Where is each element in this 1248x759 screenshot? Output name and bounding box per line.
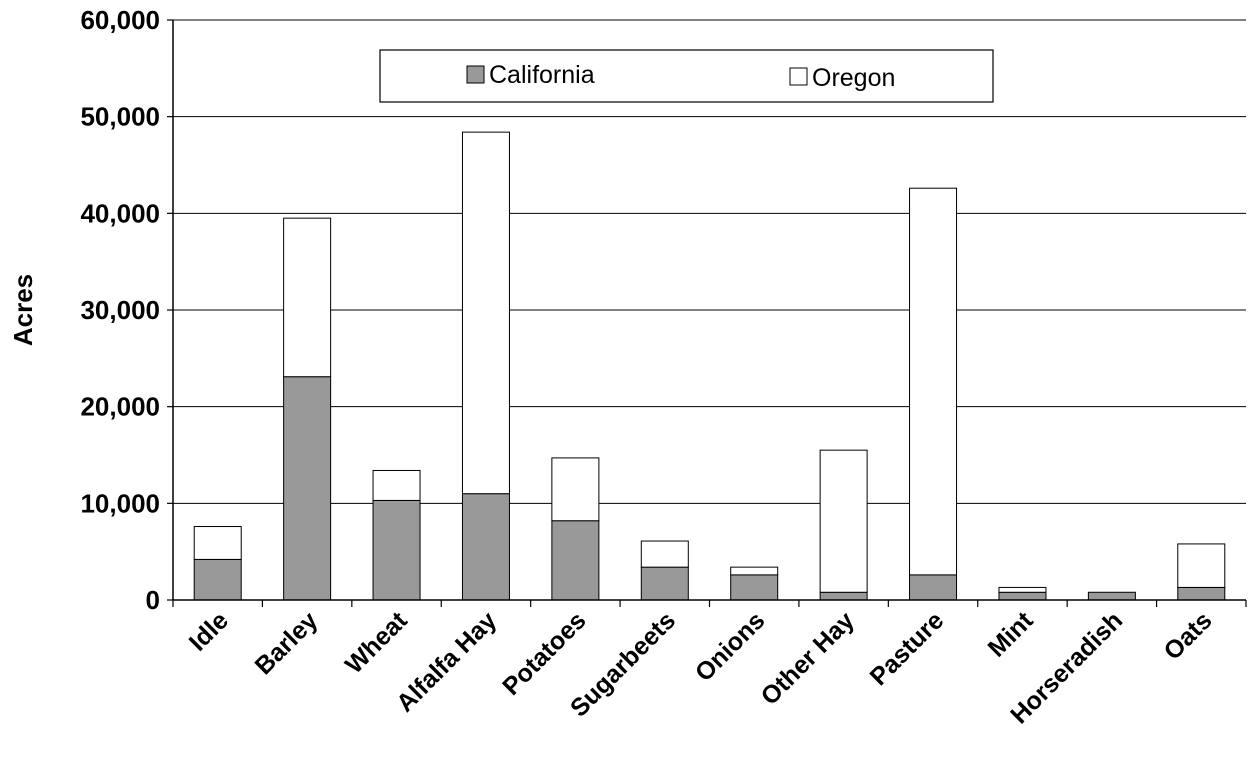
x-tick-label: Idle: [184, 606, 234, 656]
bar-california: [372, 499, 421, 601]
x-tick-label: Onions: [690, 606, 771, 687]
gridlines: [173, 19, 1246, 504]
bar-california: [283, 376, 332, 601]
bar-california: [998, 591, 1047, 601]
y-tick-label: 40,000: [80, 198, 160, 228]
x-tick-label: Oats: [1158, 606, 1217, 665]
bar-oregon: [193, 526, 242, 560]
y-tick-label: 10,000: [80, 488, 160, 518]
bar-oregon: [283, 217, 332, 378]
x-tick-label: Barley: [250, 606, 324, 680]
y-axis-title: Acres: [8, 274, 38, 346]
legend-swatch-oregon: [789, 67, 808, 86]
x-tick-label: Other Hay: [756, 606, 860, 710]
legend-swatch-california: [466, 65, 485, 84]
bar-california: [909, 574, 958, 601]
bar-oregon: [819, 449, 868, 593]
bars: [193, 131, 1226, 601]
y-tick-label: 30,000: [80, 295, 160, 325]
bar-oregon: [551, 457, 600, 522]
y-tick-label: 50,000: [80, 102, 160, 132]
bar-california: [193, 558, 242, 601]
bar-california: [819, 591, 868, 601]
legend-label-oregon: Oregon: [812, 64, 895, 92]
legend: California Oregon: [379, 49, 994, 103]
y-tick-label: 20,000: [80, 392, 160, 422]
bar-california: [461, 493, 510, 601]
bar-california: [640, 566, 689, 601]
x-tick-label: Pasture: [865, 606, 950, 691]
bar-oregon: [909, 187, 958, 576]
bar-california: [1087, 591, 1136, 601]
bar-california: [551, 520, 600, 601]
x-tick-label: Potatoes: [497, 606, 591, 700]
bar-oregon: [998, 586, 1047, 593]
legend-label-california: California: [489, 61, 595, 89]
x-tick-label: Wheat: [340, 606, 413, 679]
x-tick-label: Mint: [983, 606, 1040, 663]
bar-california: [1177, 586, 1226, 601]
y-tick-label: 0: [146, 585, 160, 615]
bar-oregon: [1177, 543, 1226, 588]
bar-oregon: [372, 469, 421, 501]
bar-oregon: [730, 566, 779, 576]
bar-oregon: [461, 131, 510, 495]
bar-california: [730, 574, 779, 601]
y-tick-label: 60,000: [80, 5, 160, 35]
bar-oregon: [640, 540, 689, 568]
y-axis-ticks: 0 10,000 20,000 30,000 40,000 50,000 60,000: [80, 5, 173, 615]
